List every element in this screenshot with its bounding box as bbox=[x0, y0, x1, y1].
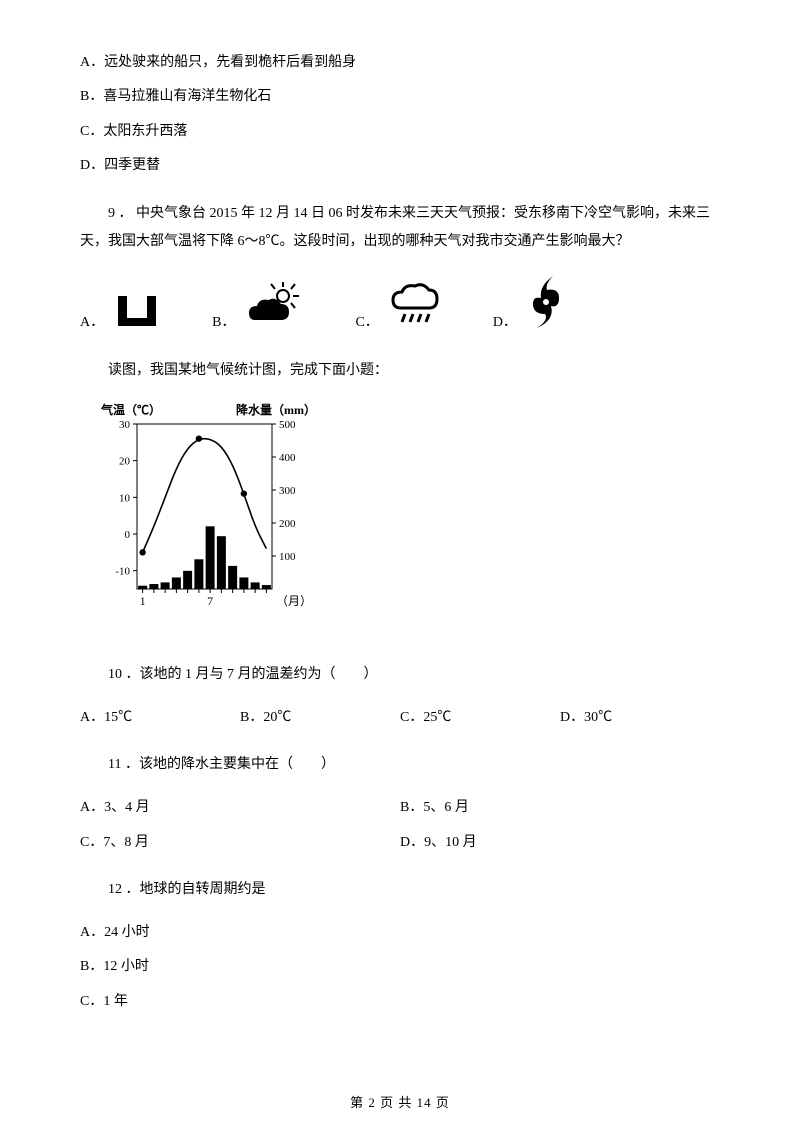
q8-option-b[interactable]: B．喜马拉雅山有海洋生物化石 bbox=[80, 86, 720, 108]
page-footer: 第 2 页 共 14 页 bbox=[80, 1093, 720, 1114]
svg-text:7: 7 bbox=[207, 594, 213, 608]
q11-option-d[interactable]: D．9、10 月 bbox=[400, 832, 720, 854]
rain-icon bbox=[387, 280, 443, 338]
q9-options-row: A． B． C． bbox=[80, 274, 720, 338]
svg-text:-10: -10 bbox=[115, 566, 130, 578]
svg-text:气温（℃）: 气温（℃） bbox=[100, 402, 161, 417]
q9-label-d: D． bbox=[493, 312, 517, 334]
q10-option-c[interactable]: C．25℃ bbox=[400, 707, 560, 729]
frost-icon bbox=[112, 284, 162, 338]
svg-text:降水量（mm）: 降水量（mm） bbox=[236, 402, 310, 417]
svg-text:0: 0 bbox=[125, 529, 131, 541]
svg-text:300: 300 bbox=[279, 485, 296, 497]
q9-option-a[interactable]: A． bbox=[80, 284, 162, 338]
q12-option-c[interactable]: C．1 年 bbox=[80, 991, 720, 1013]
typhoon-icon bbox=[525, 274, 565, 338]
q8-option-c[interactable]: C．太阳东升西落 bbox=[80, 121, 720, 143]
svg-text:100: 100 bbox=[279, 551, 296, 563]
q9-option-c[interactable]: C． bbox=[355, 280, 442, 338]
svg-text:200: 200 bbox=[279, 518, 296, 530]
q8-option-d[interactable]: D．四季更替 bbox=[80, 155, 720, 177]
svg-text:1: 1 bbox=[140, 594, 146, 608]
svg-text:30: 30 bbox=[119, 419, 131, 431]
climate-chart: 气温（℃） 降水量（mm） -10 0 10 20 30 100 200 300 400 500 1 7 （… bbox=[95, 400, 720, 638]
q10-options: A．15℃ B．20℃ C．25℃ D．30℃ bbox=[80, 707, 720, 729]
q8-option-a[interactable]: A．远处驶来的船只，先看到桅杆后看到船身 bbox=[80, 52, 720, 74]
q10-text: 10 ．该地的 1 月与 7 月的温差约为（ ） bbox=[80, 661, 720, 689]
q12-option-a[interactable]: A．24 小时 bbox=[80, 922, 720, 944]
q10-option-a[interactable]: A．15℃ bbox=[80, 707, 240, 729]
svg-text:（月）: （月） bbox=[276, 594, 310, 608]
q11-text: 11 ．该地的降水主要集中在（ ） bbox=[80, 751, 720, 779]
q12-text: 12 ．地球的自转周期约是 bbox=[80, 876, 720, 904]
q9-option-d[interactable]: D． bbox=[493, 274, 565, 338]
q12-option-b[interactable]: B．12 小时 bbox=[80, 956, 720, 978]
svg-text:400: 400 bbox=[279, 452, 296, 464]
svg-text:500: 500 bbox=[279, 419, 296, 431]
q9-label-a: A． bbox=[80, 312, 104, 334]
partly-cloudy-icon bbox=[243, 280, 305, 338]
chart-intro: 读图，我国某地气候统计图，完成下面小题： bbox=[80, 360, 720, 382]
q9-label-c: C． bbox=[355, 312, 378, 334]
q9-text: 9 ． 中央气象台 2015 年 12 月 14 日 06 时发布未来三天天气预… bbox=[80, 200, 720, 256]
q10-option-b[interactable]: B．20℃ bbox=[240, 707, 400, 729]
svg-text:10: 10 bbox=[119, 493, 131, 505]
q11-option-b[interactable]: B．5、6 月 bbox=[400, 797, 720, 819]
svg-text:20: 20 bbox=[119, 456, 131, 468]
q9-label-b: B． bbox=[212, 312, 235, 334]
q11-option-c[interactable]: C．7、8 月 bbox=[80, 832, 400, 854]
q10-option-d[interactable]: D．30℃ bbox=[560, 707, 720, 729]
q11-option-a[interactable]: A．3、4 月 bbox=[80, 797, 400, 819]
q9-option-b[interactable]: B． bbox=[212, 280, 305, 338]
